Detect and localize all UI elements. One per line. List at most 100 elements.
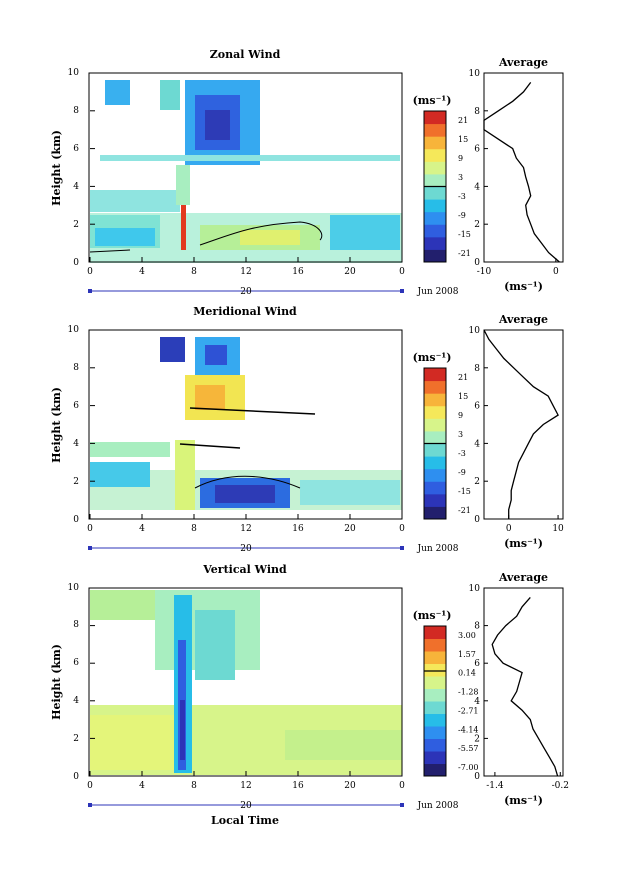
colorbar-swatch	[424, 651, 446, 664]
profile-unit: (ms⁻¹)	[504, 537, 543, 550]
profile-y-tick-label: 8	[474, 622, 480, 632]
colorbar-swatch	[424, 368, 446, 382]
field-column-peak	[180, 700, 185, 760]
profile-y-tick-label: 10	[469, 584, 481, 594]
x-tick-label: 0	[399, 267, 405, 277]
colorbar-swatch	[424, 751, 446, 764]
colorbar-swatch	[424, 249, 446, 263]
profile-title: Average	[498, 56, 548, 69]
y-tick-label: 10	[68, 583, 80, 593]
colorbar-label: -21	[458, 249, 471, 258]
profile-frame	[483, 72, 564, 263]
colorbar-swatch	[424, 380, 446, 394]
profile-y-tick-label: 4	[474, 439, 480, 449]
colorbar-label: -9	[458, 468, 466, 477]
profile-y-tick-label: 2	[474, 477, 480, 487]
profile-y-tick-label: 2	[474, 734, 480, 744]
x-tick-label: 12	[240, 524, 251, 534]
colorbar-swatch	[424, 468, 446, 482]
y-tick-label: 4	[73, 439, 79, 449]
date-axis-end	[88, 546, 92, 550]
colorbar-swatch	[424, 663, 446, 677]
colorbar-label: 3	[458, 173, 463, 182]
colorbar-swatch	[424, 161, 446, 175]
colorbar-label: 9	[458, 411, 463, 420]
colorbar-swatch	[424, 738, 446, 752]
colorbar-label: 15	[458, 392, 468, 401]
date-axis-end	[400, 803, 404, 807]
profile-frame	[483, 329, 564, 520]
field-low-left	[90, 462, 150, 487]
y-tick-label: 0	[73, 772, 79, 782]
field-column	[175, 440, 195, 510]
colorbar-swatch	[424, 236, 446, 250]
profile-line	[491, 596, 559, 777]
colorbar-swatch	[424, 111, 446, 125]
colorbar-swatch	[424, 136, 446, 150]
x-tick-label: 0	[87, 781, 93, 791]
profile-y-tick-label: 8	[474, 364, 480, 374]
profile-title: Average	[498, 571, 548, 584]
heatmap-zonal	[88, 72, 403, 263]
panel-zonal: Zonal Wind 0 2 4 6 8	[50, 48, 403, 268]
x-tick-label: 16	[292, 781, 304, 791]
date-label: 20	[240, 801, 252, 811]
profile-y-tick-label: 8	[474, 107, 480, 117]
colorbar-unit: (ms⁻¹)	[413, 609, 452, 622]
profile-y-tick-label: 4	[474, 697, 480, 707]
date-label: 20	[240, 287, 252, 297]
colorbar-swatch	[424, 418, 446, 432]
month-label: Jun 2008	[417, 801, 459, 811]
y-tick-label: 0	[73, 258, 79, 268]
colorbar-swatch	[424, 211, 446, 225]
colorbar-swatch	[424, 186, 446, 200]
colorbar-swatch	[424, 506, 446, 520]
profile-y-tick-label: 0	[474, 258, 480, 268]
profile-y-tick-label: 6	[474, 402, 480, 412]
profile-y-tick-label: 0	[474, 772, 480, 782]
profile-x-tick-label: -0.2	[552, 781, 569, 791]
y-tick-label: 8	[73, 363, 79, 373]
x-tick-label: 8	[191, 524, 197, 534]
date-label: 20	[240, 544, 252, 554]
field-low-right-core	[240, 230, 300, 245]
profile-x-tick-label: -10	[477, 267, 492, 277]
y-axis-label: Height (km)	[50, 387, 63, 463]
x-tick-label: 12	[240, 267, 251, 277]
y-axis: 0 2 4 6 8 10	[68, 325, 80, 525]
colorbar-unit: (ms⁻¹)	[413, 351, 452, 364]
date-axis-end	[400, 546, 404, 550]
field-plume-top	[176, 165, 190, 205]
y-tick-label: 4	[73, 182, 79, 192]
colorbar-label: -21	[458, 506, 471, 515]
colorbar-swatch	[424, 726, 446, 739]
y-tick-label: 8	[73, 620, 79, 630]
colorbar-swatch	[424, 393, 446, 407]
colorbar-swatch	[424, 688, 446, 702]
y-tick-label: 8	[73, 106, 79, 116]
colorbar-swatch	[424, 224, 446, 238]
x-tick-label: 8	[191, 267, 197, 277]
profile-title: Average	[498, 313, 548, 326]
x-tick-label: 0	[399, 524, 405, 534]
contour-line	[89, 249, 131, 253]
colorbar-label: 0.14	[458, 669, 476, 678]
date-axis-end	[88, 289, 92, 293]
x-tick-label: 16	[292, 524, 304, 534]
profile-y-tick-label: 10	[469, 326, 481, 336]
colorbar-swatch	[424, 443, 446, 457]
x-tick-label: 0	[399, 781, 405, 791]
y-tick-label: 4	[73, 696, 79, 706]
colorbar-swatch	[424, 123, 446, 137]
colorbar-swatch	[424, 676, 446, 689]
y-tick-label: 6	[73, 401, 79, 411]
field-low-blue-core	[215, 485, 275, 503]
y-tick-label: 6	[73, 658, 79, 668]
x-tick-label: 0	[87, 524, 93, 534]
field-mid	[90, 190, 180, 212]
profile-frame	[483, 587, 564, 777]
y-tick-label: 0	[73, 515, 79, 525]
panel-meridional: Meridional Wind 0 2 4 6 8 10	[50, 305, 403, 525]
colorbar-swatch	[424, 713, 446, 727]
month-label: Jun 2008	[417, 287, 459, 297]
